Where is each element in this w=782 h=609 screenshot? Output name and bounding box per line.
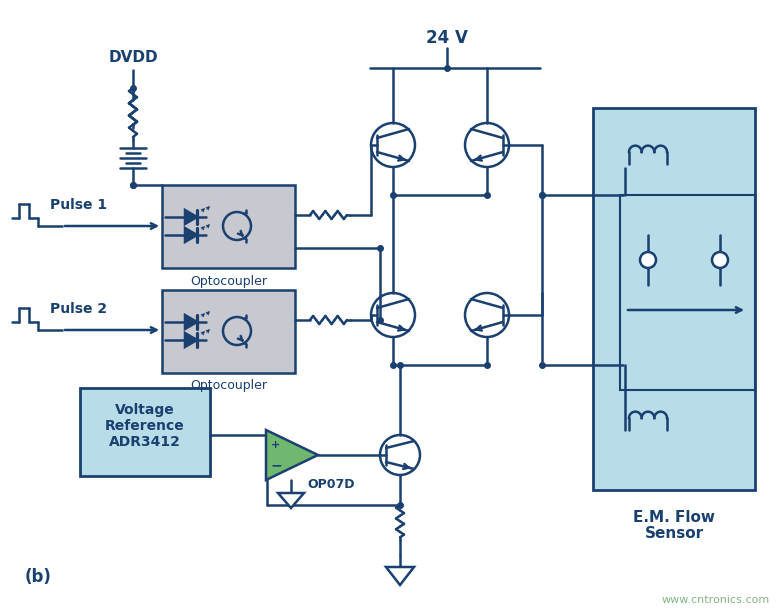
Circle shape (223, 317, 251, 345)
Polygon shape (185, 333, 197, 347)
Polygon shape (185, 210, 197, 224)
Text: Optocoupler: Optocoupler (190, 379, 267, 392)
Text: +: + (271, 440, 281, 450)
Circle shape (712, 252, 728, 268)
Bar (620, 195, 755, 390)
Text: −: − (271, 458, 282, 472)
Polygon shape (386, 567, 414, 585)
Polygon shape (185, 315, 197, 329)
Text: E.M. Flow: E.M. Flow (633, 510, 715, 526)
Text: Optocoupler: Optocoupler (190, 275, 267, 287)
Text: OP07D: OP07D (307, 479, 355, 491)
Circle shape (465, 123, 509, 167)
Text: Reference: Reference (105, 419, 185, 433)
Polygon shape (185, 228, 197, 242)
Text: Pulse 1: Pulse 1 (50, 198, 107, 212)
Circle shape (640, 252, 656, 268)
Circle shape (223, 212, 251, 240)
Bar (593, 108, 755, 490)
Bar (162, 185, 295, 268)
Text: Voltage: Voltage (115, 403, 175, 417)
Text: (b): (b) (25, 568, 52, 586)
Polygon shape (266, 430, 318, 480)
Text: 24 V: 24 V (426, 29, 468, 47)
Text: Pulse 2: Pulse 2 (50, 302, 107, 316)
Circle shape (380, 435, 420, 475)
Text: ADR3412: ADR3412 (109, 435, 181, 449)
Circle shape (371, 293, 415, 337)
Text: www.cntronics.com: www.cntronics.com (662, 595, 770, 605)
Text: DVDD: DVDD (108, 51, 158, 66)
Polygon shape (278, 493, 304, 508)
Text: Sensor: Sensor (644, 527, 704, 541)
Bar (162, 290, 295, 373)
Circle shape (371, 123, 415, 167)
Circle shape (465, 293, 509, 337)
Bar (80, 388, 210, 476)
